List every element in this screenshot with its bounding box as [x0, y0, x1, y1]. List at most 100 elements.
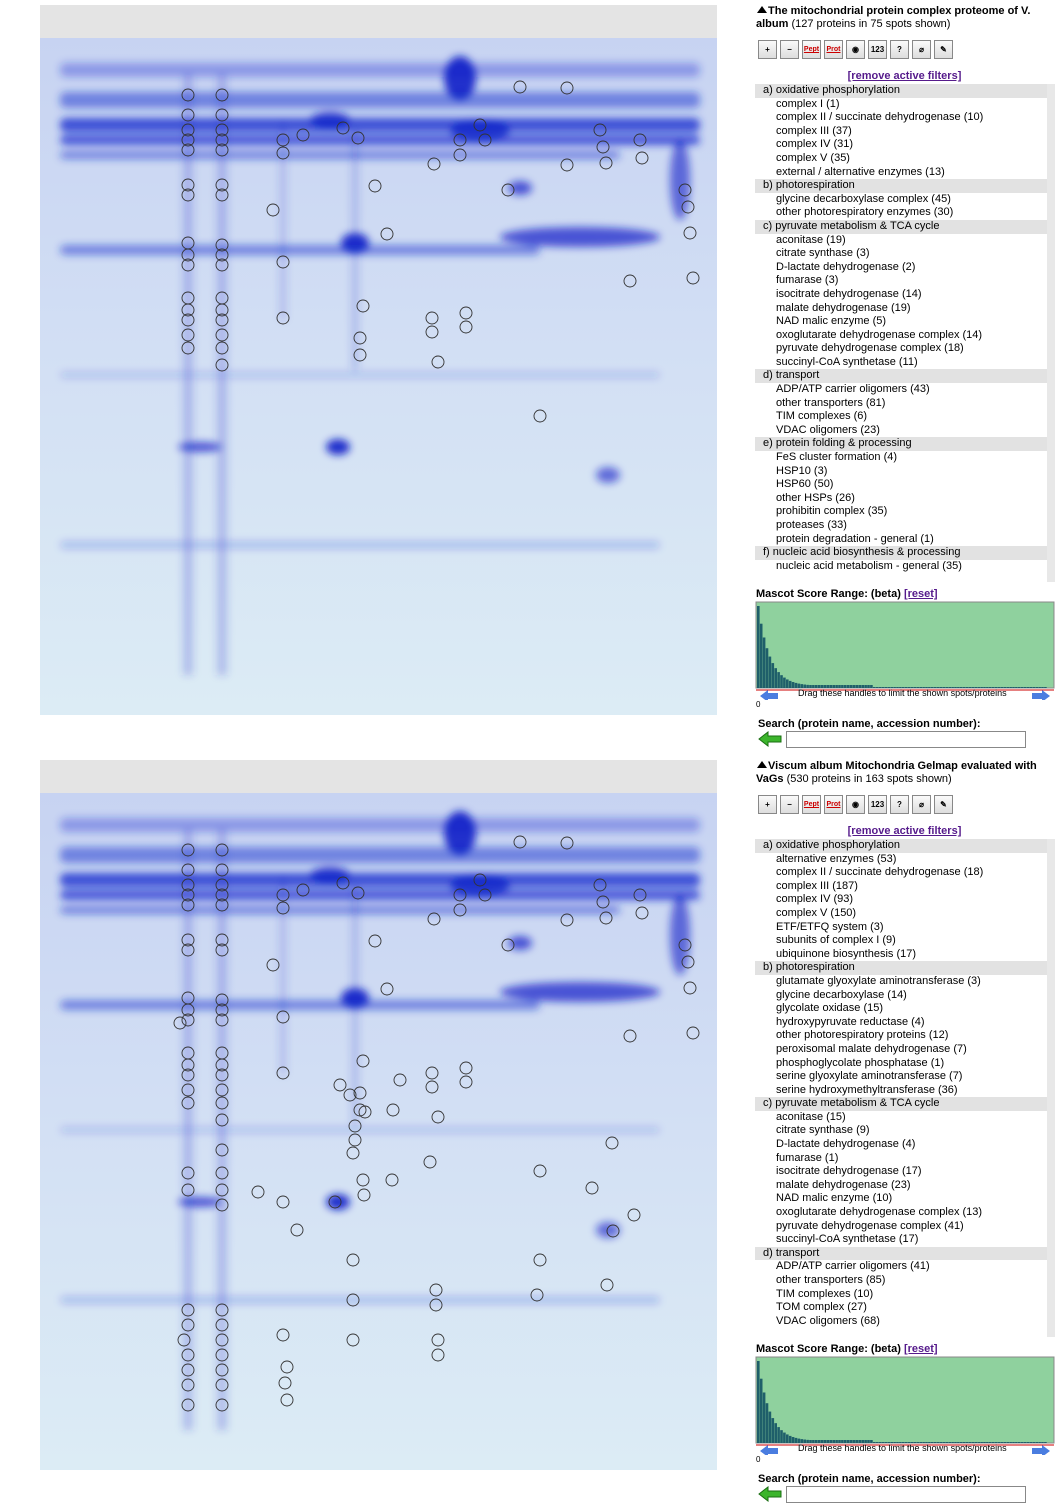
- tool-button[interactable]: ?: [890, 40, 909, 59]
- search-input[interactable]: [786, 1486, 1026, 1503]
- category-item[interactable]: complex III (187): [755, 880, 1047, 894]
- tool-button[interactable]: ⌀: [912, 40, 931, 59]
- category-item[interactable]: malate dehydrogenase (23): [755, 1179, 1047, 1193]
- category-item[interactable]: pyruvate dehydrogenase complex (18): [755, 342, 1047, 356]
- category-item[interactable]: succinyl-CoA synthetase (17): [755, 1233, 1047, 1247]
- category-item[interactable]: complex II / succinate dehydrogenase (10…: [755, 111, 1047, 125]
- category-header[interactable]: a) oxidative phosphorylation: [755, 839, 1047, 853]
- remove-filters-link[interactable]: [remove active filters]: [750, 70, 1059, 82]
- category-item[interactable]: TIM complexes (6): [755, 410, 1047, 424]
- category-item[interactable]: complex V (150): [755, 907, 1047, 921]
- category-item[interactable]: complex V (35): [755, 152, 1047, 166]
- category-item[interactable]: VDAC oligomers (23): [755, 424, 1047, 438]
- category-header[interactable]: b) photorespiration: [755, 961, 1047, 975]
- category-header[interactable]: c) pyruvate metabolism & TCA cycle: [755, 220, 1047, 234]
- search-input[interactable]: [786, 731, 1026, 748]
- category-header[interactable]: e) protein folding & processing: [755, 437, 1047, 451]
- category-item[interactable]: NAD malic enzyme (10): [755, 1192, 1047, 1206]
- tool-button[interactable]: −: [780, 795, 799, 814]
- category-item[interactable]: external / alternative enzymes (13): [755, 166, 1047, 180]
- tool-button[interactable]: ◉: [846, 795, 865, 814]
- category-item[interactable]: fumarase (1): [755, 1152, 1047, 1166]
- category-item[interactable]: glycine decarboxylase (14): [755, 989, 1047, 1003]
- category-item[interactable]: complex II / succinate dehydrogenase (18…: [755, 866, 1047, 880]
- category-item[interactable]: aconitase (15): [755, 1111, 1047, 1125]
- tool-button[interactable]: ✎: [934, 40, 953, 59]
- tool-button[interactable]: ✎: [934, 795, 953, 814]
- category-item[interactable]: peroxisomal malate dehydrogenase (7): [755, 1043, 1047, 1057]
- category-item[interactable]: hydroxypyruvate reductase (4): [755, 1016, 1047, 1030]
- category-item[interactable]: NAD malic enzyme (5): [755, 315, 1047, 329]
- category-header[interactable]: c) pyruvate metabolism & TCA cycle: [755, 1097, 1047, 1111]
- category-item[interactable]: VDAC oligomers (68): [755, 1315, 1047, 1329]
- reset-link[interactable]: [reset]: [904, 588, 938, 600]
- category-item[interactable]: isocitrate dehydrogenase (17): [755, 1165, 1047, 1179]
- category-item[interactable]: oxoglutarate dehydrogenase complex (14): [755, 329, 1047, 343]
- category-item[interactable]: isocitrate dehydrogenase (14): [755, 288, 1047, 302]
- category-item[interactable]: protein degradation - general (1): [755, 533, 1047, 547]
- category-item[interactable]: ETF/ETFQ system (3): [755, 921, 1047, 935]
- category-header[interactable]: f) nucleic acid biosynthesis & processin…: [755, 546, 1047, 560]
- category-item[interactable]: citrate synthase (9): [755, 1124, 1047, 1138]
- category-item[interactable]: HSP60 (50): [755, 478, 1047, 492]
- category-item[interactable]: alternative enzymes (53): [755, 853, 1047, 867]
- category-item[interactable]: glycine decarboxylase complex (45): [755, 193, 1047, 207]
- tool-button[interactable]: +: [758, 795, 777, 814]
- category-item[interactable]: complex IV (31): [755, 138, 1047, 152]
- category-item[interactable]: ADP/ATP carrier oligomers (43): [755, 383, 1047, 397]
- tool-button[interactable]: 123: [868, 795, 887, 814]
- category-item[interactable]: other HSPs (26): [755, 492, 1047, 506]
- category-item[interactable]: prohibitin complex (35): [755, 505, 1047, 519]
- category-item[interactable]: other transporters (81): [755, 397, 1047, 411]
- reset-link[interactable]: [reset]: [904, 1343, 938, 1355]
- tool-button[interactable]: ⌀: [912, 795, 931, 814]
- category-item[interactable]: glycolate oxidase (15): [755, 1002, 1047, 1016]
- category-item[interactable]: citrate synthase (3): [755, 247, 1047, 261]
- category-header[interactable]: a) oxidative phosphorylation: [755, 84, 1047, 98]
- arrow-shape: [759, 1487, 781, 1501]
- category-item[interactable]: serine glyoxylate aminotransferase (7): [755, 1070, 1047, 1084]
- category-header[interactable]: b) photorespiration: [755, 179, 1047, 193]
- category-item[interactable]: fumarase (3): [755, 274, 1047, 288]
- remove-filters-link[interactable]: [remove active filters]: [750, 825, 1059, 837]
- category-item[interactable]: nucleic acid metabolism - general (35): [755, 560, 1047, 574]
- category-header[interactable]: d) transport: [755, 1247, 1047, 1261]
- category-item[interactable]: serine hydroxymethyltransferase (36): [755, 1084, 1047, 1098]
- tool-button[interactable]: Pept: [802, 795, 821, 814]
- hist-bar: [1035, 687, 1038, 688]
- category-header[interactable]: d) transport: [755, 369, 1047, 383]
- category-item[interactable]: malate dehydrogenase (19): [755, 302, 1047, 316]
- category-item[interactable]: FeS cluster formation (4): [755, 451, 1047, 465]
- category-item[interactable]: succinyl-CoA synthetase (11): [755, 356, 1047, 370]
- category-item[interactable]: TIM complexes (10): [755, 1288, 1047, 1302]
- category-item[interactable]: pyruvate dehydrogenase complex (41): [755, 1220, 1047, 1234]
- category-item[interactable]: phosphoglycolate phosphatase (1): [755, 1057, 1047, 1071]
- tool-button[interactable]: +: [758, 40, 777, 59]
- category-item[interactable]: other photorespiratory proteins (12): [755, 1029, 1047, 1043]
- spot-blob: [444, 56, 476, 100]
- tool-button[interactable]: Prot: [824, 795, 843, 814]
- category-item[interactable]: D-lactate dehydrogenase (2): [755, 261, 1047, 275]
- category-item[interactable]: TOM complex (27): [755, 1301, 1047, 1315]
- tool-button[interactable]: ◉: [846, 40, 865, 59]
- tool-button[interactable]: Pept: [802, 40, 821, 59]
- category-item[interactable]: proteases (33): [755, 519, 1047, 533]
- category-item[interactable]: complex III (37): [755, 125, 1047, 139]
- tool-button[interactable]: 123: [868, 40, 887, 59]
- category-item[interactable]: complex I (1): [755, 98, 1047, 112]
- category-item[interactable]: other transporters (85): [755, 1274, 1047, 1288]
- category-item[interactable]: oxoglutarate dehydrogenase complex (13): [755, 1206, 1047, 1220]
- category-item[interactable]: subunits of complex I (9): [755, 934, 1047, 948]
- category-item[interactable]: other photorespiratory enzymes (30): [755, 206, 1047, 220]
- category-item[interactable]: D-lactate dehydrogenase (4): [755, 1138, 1047, 1152]
- tool-button[interactable]: ?: [890, 795, 909, 814]
- category-item[interactable]: glutamate glyoxylate aminotransferase (3…: [755, 975, 1047, 989]
- category-item[interactable]: ADP/ATP carrier oligomers (41): [755, 1260, 1047, 1274]
- tool-button[interactable]: Prot: [824, 40, 843, 59]
- category-item[interactable]: complex IV (93): [755, 893, 1047, 907]
- tool-button[interactable]: −: [780, 40, 799, 59]
- range-min: 0: [756, 700, 760, 709]
- category-item[interactable]: ubiquinone biosynthesis (17): [755, 948, 1047, 962]
- category-item[interactable]: aconitase (19): [755, 234, 1047, 248]
- category-item[interactable]: HSP10 (3): [755, 465, 1047, 479]
